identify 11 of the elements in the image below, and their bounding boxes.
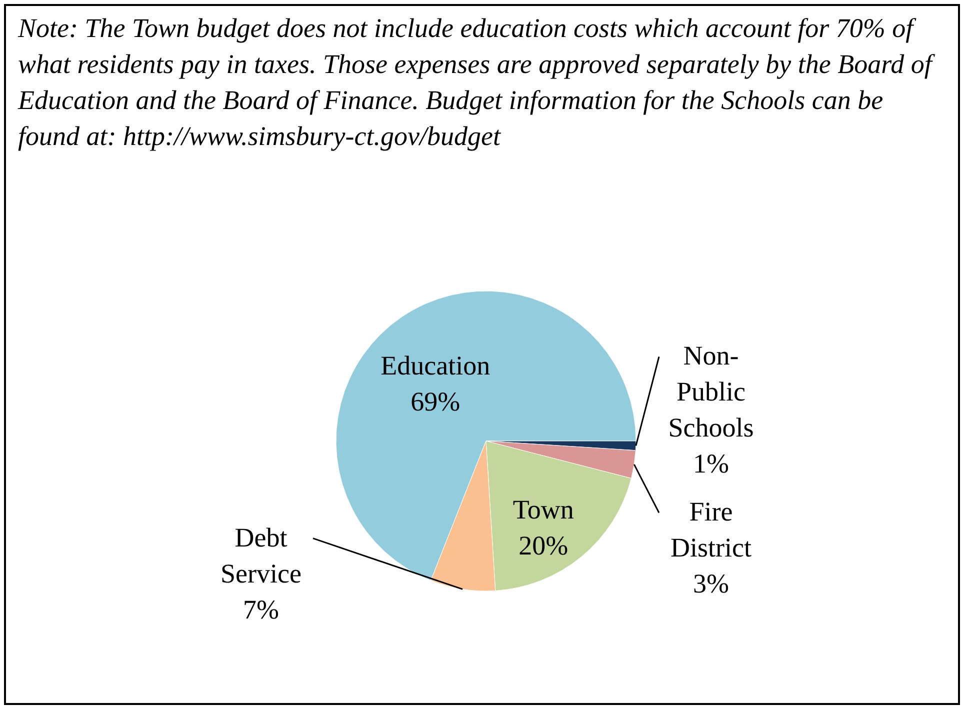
data-label: 69% — [410, 386, 460, 417]
data-label: 20% — [518, 530, 568, 560]
text: Note: The Town budget does not include education costs which account for 70% of what residents pay in taxes. Those expenses are approved separately by the Board of Education and the Board of Finance. Budget information for the Schools can be found at: http://www.simsbury-ct.gov/budget — [18, 12, 936, 153]
slice-label: Non-Public Schools — [668, 340, 754, 443]
data-label: 1% — [693, 448, 729, 479]
slice-label: Debt Service — [220, 522, 302, 588]
data-label: 7% — [243, 594, 279, 624]
data-label: 3% — [693, 568, 729, 599]
slice-label: Fire District — [670, 496, 752, 563]
slice-label: Town — [512, 494, 574, 524]
slice-label: Education — [380, 350, 491, 381]
